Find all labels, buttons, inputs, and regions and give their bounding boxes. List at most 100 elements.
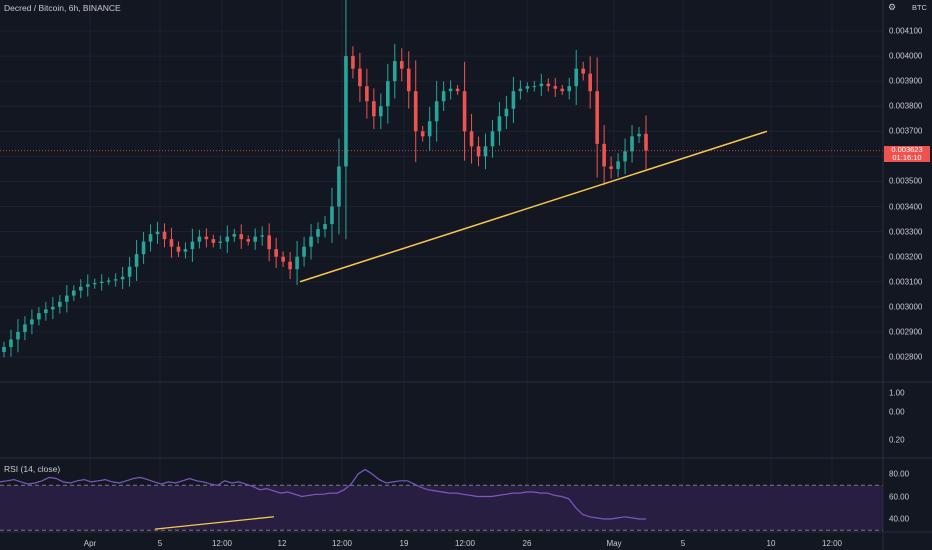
rsi-tick: 80.00 (889, 469, 910, 479)
candle-body (120, 276, 125, 280)
candle-body (225, 236, 230, 242)
candle-body (190, 241, 195, 250)
candle-body (23, 324, 27, 332)
candle-body (211, 239, 216, 243)
candle-body (490, 131, 495, 147)
price-tick: 0.003500 (889, 176, 923, 186)
price-tick: 0.003100 (889, 277, 923, 287)
candle-body (176, 246, 181, 252)
candle-body (204, 236, 209, 240)
rsi-title: RSI (14, close) (4, 464, 61, 474)
candle-body (532, 86, 537, 88)
price-tick: 0.003700 (889, 126, 923, 136)
candle-body (141, 241, 146, 255)
candle-body (553, 86, 558, 89)
price-tick: 0.004000 (889, 51, 923, 61)
candle-body (44, 309, 48, 314)
candle-body (372, 101, 376, 117)
candle-body (483, 146, 488, 157)
support-trendline[interactable] (299, 130, 768, 283)
candle-body (616, 161, 620, 169)
price-tick: 0.002900 (889, 327, 923, 337)
price-tick: 0.002800 (889, 352, 923, 362)
time-tick: 12:00 (821, 539, 843, 548)
candle-body (51, 306, 55, 310)
price-tick: 0.003800 (889, 101, 923, 111)
candle-body (232, 234, 237, 237)
current-price-tag: 0.003623 01:16:10 (884, 146, 930, 162)
candle-body (267, 235, 271, 250)
price-tick: 0.003300 (889, 227, 923, 237)
candle-body (637, 133, 641, 137)
candle-body (253, 236, 258, 242)
time-tick: 12:00 (454, 539, 476, 548)
candle-body (302, 246, 306, 257)
candle-body (197, 236, 202, 242)
grid-lines (0, 0, 883, 532)
price-tick: 0.004100 (889, 26, 923, 36)
candle-body (65, 295, 69, 302)
time-tick: May (606, 539, 622, 548)
candle-body (183, 249, 188, 252)
time-tick: 10 (766, 539, 776, 548)
price-tick: 0.003200 (889, 252, 923, 262)
candle-body (386, 81, 390, 107)
price-tick: 0.003400 (889, 202, 923, 212)
candle-body (78, 286, 83, 291)
rsi-trendline[interactable] (154, 516, 275, 530)
candle-body (71, 290, 76, 296)
candle-body (127, 266, 132, 277)
candle-body (260, 235, 264, 237)
candle-body (406, 68, 411, 92)
candle-body (476, 146, 481, 157)
price-tick: 0.003900 (889, 76, 923, 86)
candle-body (358, 68, 362, 87)
candle-body (295, 256, 299, 270)
candle-body (99, 281, 104, 284)
candle-body (316, 229, 320, 237)
rsi-line (0, 468, 646, 520)
candle-body (85, 284, 90, 287)
candle-body (30, 319, 34, 325)
rsi-band (0, 485, 883, 531)
candle-body (148, 234, 153, 242)
candle-body (413, 91, 418, 132)
middle-tick: 0.20 (889, 435, 905, 445)
countdown: 01:16:10 (892, 153, 922, 162)
candle-body (602, 143, 606, 167)
candle-body (511, 91, 516, 109)
candle-body (455, 88, 460, 92)
candle-body (169, 239, 174, 247)
candle-body (239, 234, 244, 240)
candle-body (574, 68, 579, 87)
price-unit: BTC (912, 3, 927, 12)
candle-body (469, 131, 474, 147)
candle-body (630, 136, 634, 152)
candle-body (344, 56, 348, 167)
candle-body (16, 331, 20, 340)
time-tick: 12 (277, 539, 287, 548)
candle-body (588, 73, 592, 92)
candle-body (427, 121, 432, 137)
candle-body (623, 151, 627, 162)
rsi-tick: 40.00 (889, 514, 910, 524)
candle-body (281, 256, 285, 262)
candle-body (162, 231, 167, 240)
candle-body (525, 86, 530, 89)
candle-body (546, 83, 551, 87)
candle-body (392, 61, 397, 82)
time-tick: 5 (157, 539, 163, 548)
candle-body (567, 86, 572, 92)
candle-body (58, 301, 62, 307)
candle-body (37, 313, 41, 320)
middle-tick: 1.00 (889, 388, 905, 398)
gear-icon[interactable]: ⚙ (888, 2, 897, 12)
candle-body (288, 261, 292, 270)
candle-body (155, 231, 160, 235)
candle-body (518, 88, 523, 92)
candle-body (92, 283, 97, 285)
candle-body (309, 236, 313, 247)
candle-body (337, 166, 341, 207)
candle-body (379, 106, 383, 117)
